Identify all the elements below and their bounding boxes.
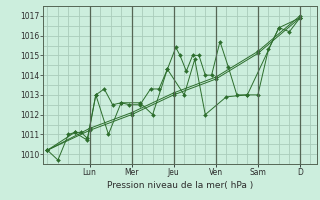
X-axis label: Pression niveau de la mer( hPa ): Pression niveau de la mer( hPa ) (107, 181, 253, 190)
